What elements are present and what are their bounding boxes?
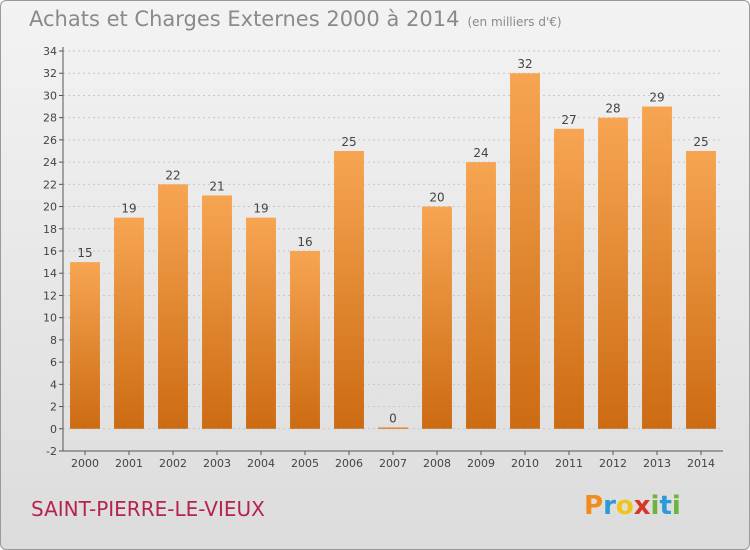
y-tick-label: 2 [50, 401, 57, 414]
bar [70, 262, 100, 429]
bar [598, 117, 628, 429]
data-label: 22 [165, 168, 180, 182]
data-label: 15 [77, 246, 92, 260]
x-tick-label: 2001 [115, 457, 143, 470]
data-label: 0 [389, 411, 397, 425]
bar [466, 162, 496, 429]
bar [554, 128, 584, 429]
logo-letter: x [633, 491, 651, 521]
x-tick-label: 2011 [555, 457, 583, 470]
data-label: 29 [649, 91, 664, 105]
x-tick-label: 2006 [335, 457, 363, 470]
data-label: 25 [341, 135, 356, 149]
y-tick-label: 8 [50, 334, 57, 347]
y-tick-label: 0 [50, 423, 57, 436]
x-tick-label: 2007 [379, 457, 407, 470]
y-tick-label: 34 [43, 45, 57, 58]
x-tick-label: 2008 [423, 457, 451, 470]
bar [334, 151, 364, 429]
x-tick-label: 2004 [247, 457, 275, 470]
bar [290, 251, 320, 429]
y-tick-label: 18 [43, 223, 57, 236]
data-label: 19 [253, 202, 268, 216]
data-label: 25 [693, 135, 708, 149]
y-tick-label: 30 [43, 89, 57, 102]
x-tick-label: 2009 [467, 457, 495, 470]
y-tick-label: 4 [50, 378, 57, 391]
bar [158, 184, 188, 429]
x-tick-label: 2002 [159, 457, 187, 470]
x-tick-label: 2014 [687, 457, 715, 470]
bar [422, 206, 452, 429]
data-label: 28 [605, 102, 620, 116]
x-tick-label: 2010 [511, 457, 539, 470]
x-tick-label: 2005 [291, 457, 319, 470]
chart-title: Achats et Charges Externes 2000 à 2014 (e… [29, 7, 562, 31]
x-tick-label: 2013 [643, 457, 671, 470]
commune-name: SAINT-PIERRE-LE-VIEUX [31, 497, 265, 521]
chart-unit: (en milliers d'€) [467, 15, 562, 29]
y-tick-label: 22 [43, 178, 57, 191]
y-tick-label: 10 [43, 312, 57, 325]
bar [246, 217, 276, 429]
data-label: 20 [429, 191, 444, 205]
bar [642, 106, 672, 429]
data-label: 19 [121, 202, 136, 216]
y-tick-label: 12 [43, 289, 57, 302]
data-label: 24 [473, 146, 488, 160]
logo-letter: r [603, 491, 616, 521]
bar [114, 217, 144, 429]
data-label: 32 [517, 57, 532, 71]
data-label: 21 [209, 179, 224, 193]
proxiti-logo: Proxiti [584, 491, 681, 521]
bar [202, 195, 232, 429]
x-tick-label: 2012 [599, 457, 627, 470]
bar [378, 427, 408, 429]
y-tick-label: 32 [43, 67, 57, 80]
logo-letter: i [671, 491, 681, 521]
y-tick-label: 24 [43, 156, 57, 169]
x-tick-label: 2003 [203, 457, 231, 470]
y-tick-label: 14 [43, 267, 57, 280]
y-tick-label: 16 [43, 245, 57, 258]
x-tick-label: 2000 [71, 457, 99, 470]
y-tick-label: 28 [43, 112, 57, 125]
data-label: 16 [297, 235, 312, 249]
logo-letter: P [584, 491, 604, 521]
y-tick-label: -2 [46, 445, 57, 458]
bar [510, 73, 540, 429]
data-label: 27 [561, 113, 576, 127]
y-tick-label: 6 [50, 356, 57, 369]
logo-letter: t [659, 491, 672, 521]
chart-title-text: Achats et Charges Externes 2000 à 2014 [29, 7, 460, 31]
logo-letter: o [615, 491, 634, 521]
y-tick-label: 20 [43, 201, 57, 214]
y-tick-label: 26 [43, 134, 57, 147]
logo-letter: i [650, 491, 660, 521]
bar [686, 151, 716, 429]
